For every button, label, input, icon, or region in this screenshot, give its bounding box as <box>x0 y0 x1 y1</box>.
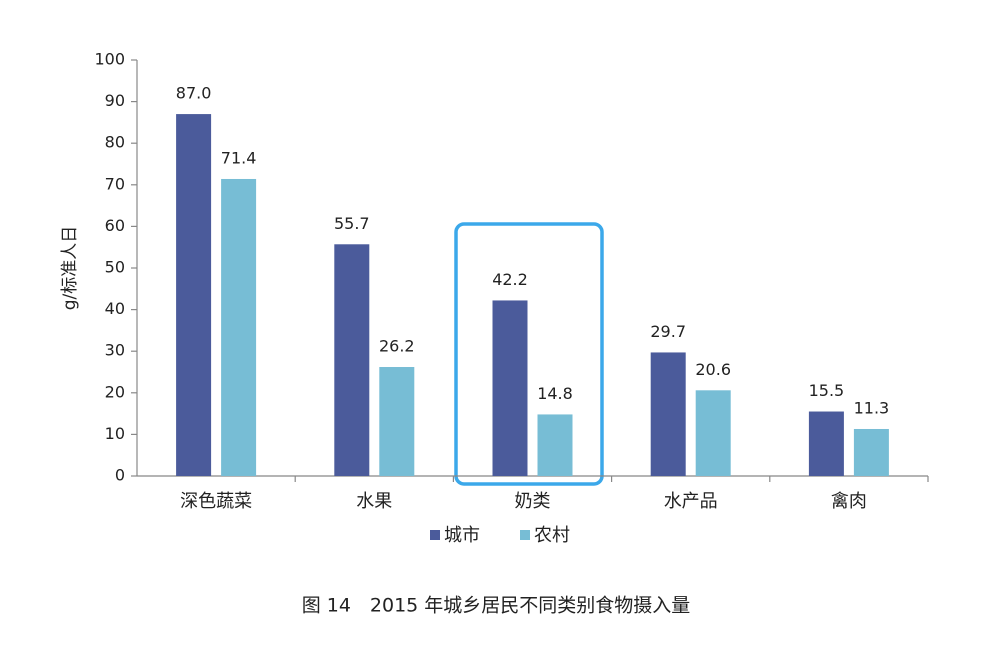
bar <box>650 352 686 476</box>
bar <box>695 390 731 476</box>
bar <box>176 114 212 476</box>
value-label: 11.3 <box>854 398 890 417</box>
y-tick-label: 10 <box>105 424 125 443</box>
value-label: 71.4 <box>221 148 257 167</box>
y-axis-label: g/标准人日 <box>60 226 80 311</box>
legend-swatch <box>520 530 530 540</box>
bar <box>379 367 415 476</box>
bar <box>334 244 370 476</box>
value-label: 87.0 <box>176 84 212 103</box>
legend-label: 农村 <box>534 525 570 546</box>
bar <box>492 300 528 476</box>
y-tick-label: 80 <box>105 133 125 152</box>
y-tick-label: 20 <box>105 382 125 401</box>
x-tick-label: 奶类 <box>515 491 551 512</box>
x-tick-label: 水产品 <box>664 491 718 512</box>
value-label: 14.8 <box>537 384 573 403</box>
bar <box>537 414 573 476</box>
value-label: 29.7 <box>650 322 686 341</box>
x-tick-label: 深色蔬菜 <box>180 491 252 512</box>
legend-label: 城市 <box>444 525 480 546</box>
bar <box>221 178 257 476</box>
x-tick-label: 水果 <box>356 491 392 512</box>
caption: 图 14 2015 年城乡居民不同类别食物摄入量 <box>302 595 691 617</box>
bar <box>853 428 889 476</box>
bar <box>808 411 844 476</box>
y-tick-label: 100 <box>94 50 125 69</box>
y-tick-label: 90 <box>105 91 125 110</box>
value-label: 15.5 <box>809 381 845 400</box>
highlight-box <box>454 222 604 486</box>
legend-swatch <box>430 530 440 540</box>
y-tick-label: 40 <box>105 299 125 318</box>
value-label: 55.7 <box>334 214 370 233</box>
value-label: 42.2 <box>492 270 528 289</box>
value-label: 20.6 <box>695 360 731 379</box>
y-tick-label: 50 <box>105 258 125 277</box>
y-tick-label: 60 <box>105 216 125 235</box>
y-tick-label: 0 <box>115 466 125 485</box>
y-tick-label: 30 <box>105 341 125 360</box>
x-tick-label: 禽肉 <box>831 491 867 512</box>
value-label: 26.2 <box>379 337 415 356</box>
y-tick-label: 70 <box>105 174 125 193</box>
